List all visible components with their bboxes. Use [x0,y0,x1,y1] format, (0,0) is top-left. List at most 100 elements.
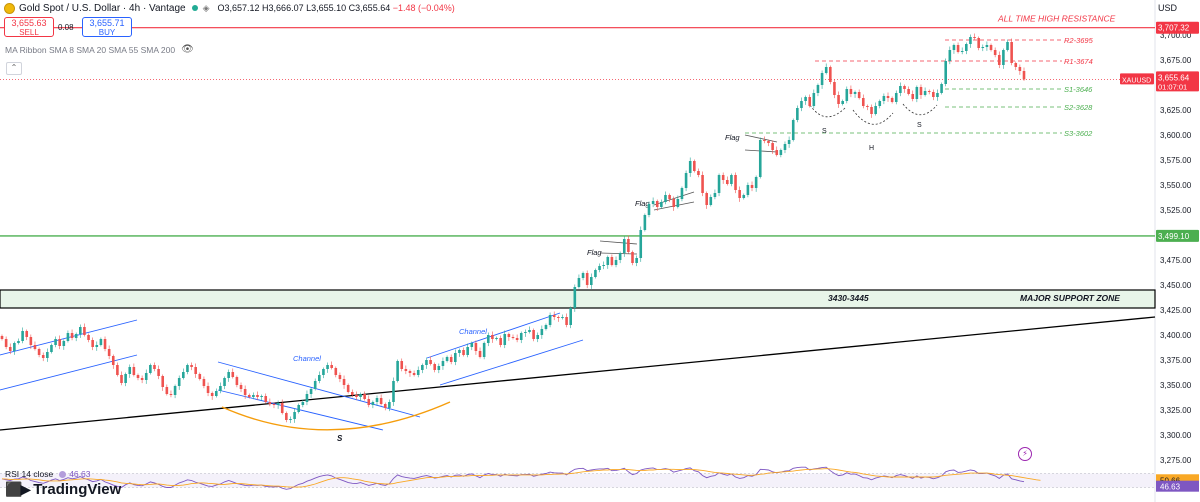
ath-price-tag: 3,707.32 [1158,24,1190,33]
candle-body [396,361,399,381]
candle [111,354,115,369]
candle-body [190,365,193,367]
rsi-legend[interactable]: RSI 14 close 46.63 [5,469,90,479]
candle [8,343,12,355]
buy-button[interactable]: 3,655.71 BUY [82,17,132,37]
candle [775,146,779,157]
candle [243,385,247,399]
indicator-legend[interactable]: MA Ribbon SMA 8 SMA 20 SMA 55 SMA 200 👁 [5,44,194,55]
candle-body [111,356,115,365]
candle-body [948,50,952,61]
candle-body [149,365,152,373]
candle [173,384,177,399]
currency-label[interactable]: USD [1158,3,1178,13]
candle [577,274,581,289]
sell-button[interactable]: 3,655.63 SELL [4,17,54,37]
gold-coin-icon [4,2,15,14]
candle-body [421,365,424,370]
tradingview-logo[interactable]: ⬛▶ TradingView [5,480,121,498]
candle-body [705,193,708,205]
candle [58,335,61,350]
candle [260,394,263,401]
flag-label-1: Flag [587,248,602,257]
candle [730,173,733,187]
candle-body [515,338,519,340]
candle [454,349,457,366]
candle-body [960,51,964,52]
candle [635,255,638,267]
candle [445,355,449,363]
candle [676,195,680,209]
candle [0,334,4,341]
candle-body [322,369,325,375]
candle-body [800,101,803,108]
candle [29,334,33,349]
candle [41,352,45,362]
candle [655,199,659,211]
candle-body [264,396,268,402]
candle-body [627,239,630,252]
candle [754,175,758,192]
indicator-label: MA Ribbon SMA 8 SMA 20 SMA 55 SMA 200 [5,44,176,55]
candle [894,90,898,105]
r1-label: R1-3674 [1064,57,1093,66]
symbol-header[interactable]: Gold Spot / U.S. Dollar · 4h · Vantage ◈… [0,0,455,16]
candle-body [631,252,634,263]
candle [1014,61,1018,71]
candle [252,392,255,400]
candle-body [750,185,754,188]
candle-body [0,336,4,339]
lightning-icon[interactable]: ⚡ [1018,447,1032,461]
candle-body [338,375,342,379]
candle [524,329,527,337]
candle-body [647,204,651,215]
candle-body [29,337,33,345]
candle-body [655,201,659,207]
candle [993,47,997,58]
candle [247,393,251,399]
candle-body [519,333,523,340]
candle-body [552,315,556,317]
candle-body [1022,71,1026,80]
candle [297,403,301,414]
zone-range-label: 3430-3445 [828,293,869,303]
price-tick-label: 3,600.00 [1160,131,1192,140]
candle [618,251,622,264]
candle-body [458,350,461,353]
candle-body [969,37,972,44]
candle [359,392,362,401]
candle [421,363,424,374]
candle-body [177,378,181,386]
candle-body [182,372,185,378]
ath-price-tag-bg [1156,21,1199,34]
candle-body [293,412,296,419]
candle-body [416,370,420,375]
collapse-legend-button[interactable]: ⌃ [6,62,22,75]
candle [289,416,292,424]
candle [927,89,931,95]
candle-body [466,347,469,355]
candle-body [688,161,692,173]
candle [313,378,317,391]
symbol-title[interactable]: Gold Spot / U.S. Dollar · 4h · Vantage [19,2,186,14]
hs-head [852,109,894,125]
candle [276,400,280,409]
candle-body [462,350,465,355]
flag-bottom-1 [599,252,638,255]
candle [763,136,766,144]
candle [804,95,807,105]
candle [74,332,78,342]
candle [890,96,894,104]
candle-body [903,86,906,89]
candle-body [449,357,453,362]
candle-body [46,352,49,358]
candle-body [219,386,222,391]
candle [610,254,614,267]
eye-icon[interactable]: 👁 [181,44,194,55]
candle [280,399,284,415]
s3-label: S3-3602 [1064,129,1093,138]
spread-value: 0.08 [58,23,74,32]
candle-body [919,87,923,95]
candle [478,347,482,359]
